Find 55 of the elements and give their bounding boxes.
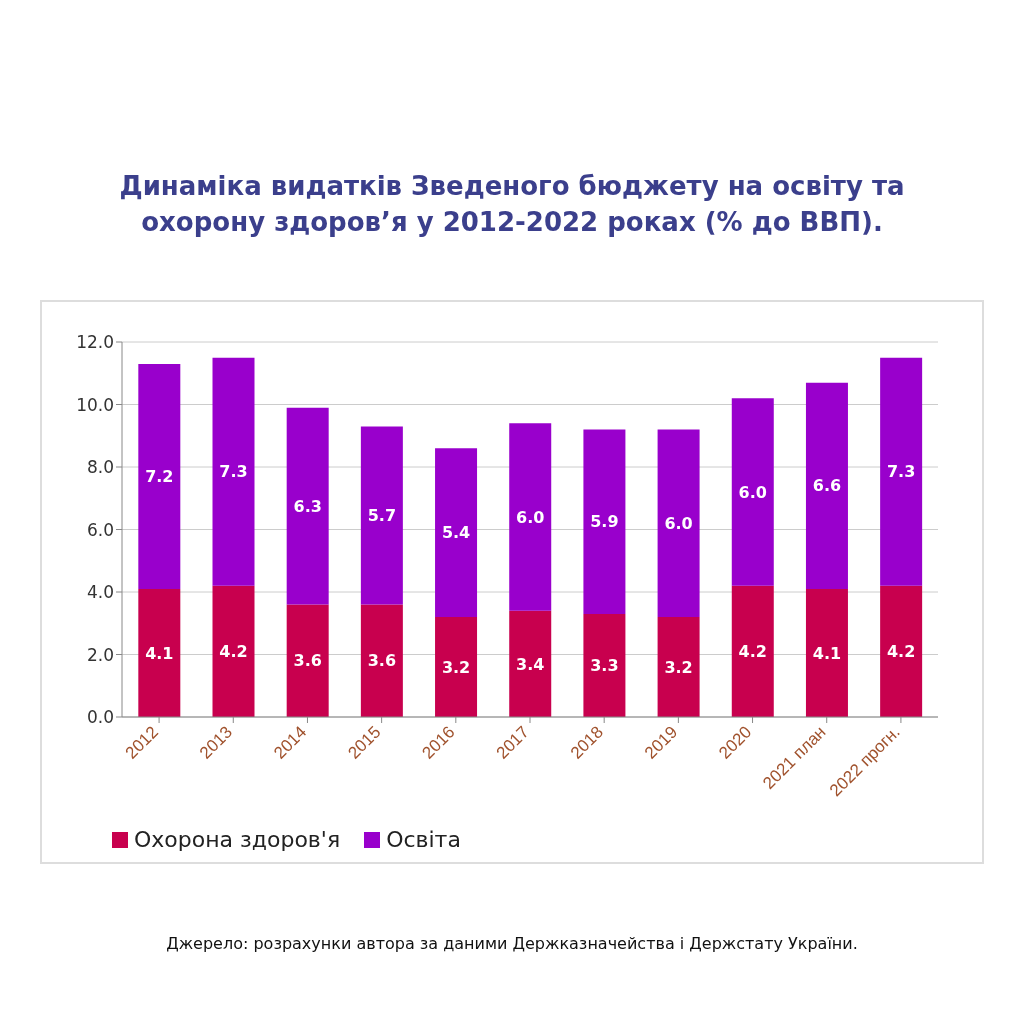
data-label: 4.2: [738, 642, 767, 662]
bar: [805, 588, 848, 717]
data-label: 7.3: [219, 462, 248, 482]
data-label: 3.4: [516, 654, 545, 674]
data-label: 6.0: [738, 482, 767, 502]
data-label: 4.2: [219, 642, 248, 662]
data-label: 5.4: [441, 523, 471, 543]
data-label: 7.3: [886, 462, 916, 482]
data-label: 6.3: [293, 496, 322, 516]
data-label: 3.2: [664, 657, 693, 677]
y-tick-label: 10.0: [76, 394, 114, 415]
data-label: 5.7: [367, 506, 397, 526]
bar: [583, 613, 626, 717]
y-tick-label: 4.0: [86, 582, 114, 603]
data-label: 4.1: [145, 643, 174, 663]
bar: [286, 407, 329, 605]
data-label: 5.9: [590, 512, 619, 532]
data-label: 3.6: [367, 651, 397, 671]
data-label: 4.1: [812, 643, 842, 663]
bar: [360, 604, 403, 717]
chart-title: Динаміка видатків Зведеного бюджету на освіту та охорону здоров’я у 2012-2022 роках (% до ВВП).: [118, 170, 906, 239]
data-label: 6.0: [516, 507, 545, 527]
bar: [657, 429, 700, 617]
data-label: 3.3: [590, 656, 619, 676]
bar: [138, 363, 181, 589]
data-label: 4.2: [886, 642, 916, 662]
bar: [880, 585, 923, 717]
text: Джерело: розрахунки автора за даними Держказначейства і Держстату України.: [165, 934, 859, 953]
y-tick-label: 0.0: [86, 707, 114, 728]
bar: [509, 423, 552, 611]
bar: [286, 604, 329, 717]
bar: [212, 357, 255, 586]
legend-label: Охорона здоров'я: [133, 827, 341, 852]
bar: [138, 588, 181, 717]
y-tick-label: 12.0: [76, 332, 114, 353]
data-label: 6.6: [812, 476, 842, 496]
bar: [509, 610, 552, 717]
bar: [435, 617, 478, 717]
data-label: 6.0: [664, 513, 693, 533]
y-tick-label: 2.0: [86, 644, 114, 665]
y-tick-label: 8.0: [86, 457, 114, 478]
bar: [212, 585, 255, 717]
bar: [360, 426, 403, 605]
bar: [880, 357, 923, 586]
bar: [583, 429, 626, 614]
data-label: 3.6: [293, 651, 322, 671]
bar: [657, 617, 700, 717]
bar: [731, 585, 774, 717]
bar: [731, 398, 774, 586]
y-tick-label: 6.0: [86, 519, 114, 540]
legend-label: Освіта: [385, 827, 461, 852]
bar: [435, 448, 478, 617]
data-label: 7.2: [145, 467, 174, 487]
data-label: 3.2: [441, 657, 471, 677]
bar: [805, 382, 848, 589]
